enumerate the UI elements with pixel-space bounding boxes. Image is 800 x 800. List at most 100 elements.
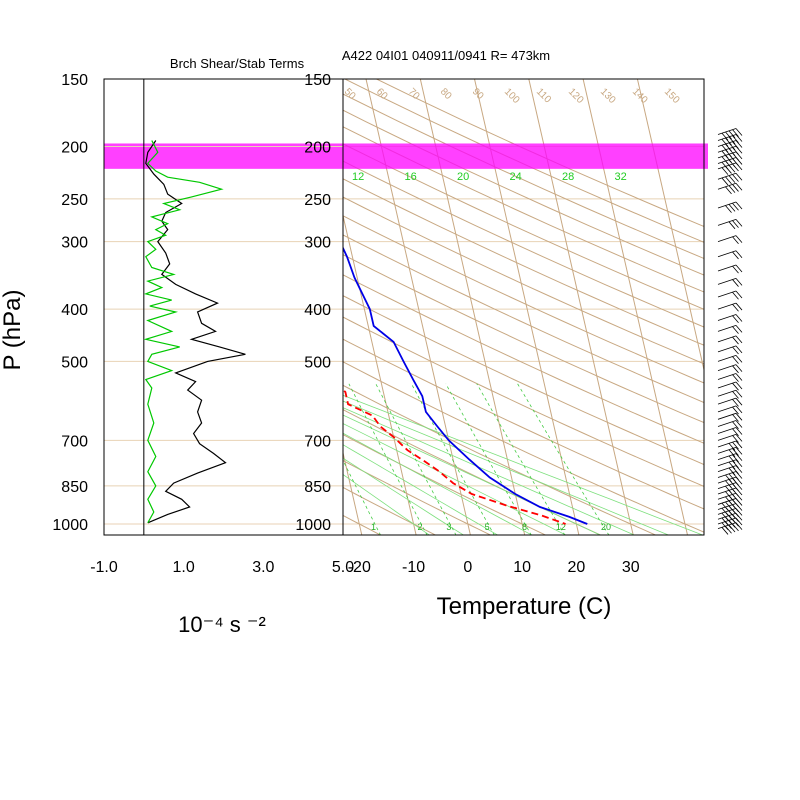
barb-staff <box>717 302 737 310</box>
barb-feather <box>732 220 739 228</box>
barb-staff <box>717 412 737 420</box>
moist-adiabat-line <box>343 444 499 535</box>
shear-stab-series <box>143 140 246 524</box>
barb-staff <box>717 453 737 461</box>
wind-barb <box>717 302 743 312</box>
x-tick-label: -10 <box>402 559 425 576</box>
mixing-ratio-label: 5 <box>485 522 490 532</box>
y-tick-label: 500 <box>304 354 331 371</box>
barb-feather <box>728 185 736 193</box>
wind-barb <box>717 381 743 391</box>
barb-staff <box>717 162 737 170</box>
y-tick-label: 1000 <box>52 517 88 534</box>
wind-barb <box>717 250 743 260</box>
isotherm-label: 100 <box>502 86 522 106</box>
isotherm-label: 120 <box>566 86 586 106</box>
barb-feather <box>732 135 739 144</box>
barb-staff <box>717 405 737 413</box>
barb-feather <box>725 137 732 146</box>
barb-feather <box>735 405 743 414</box>
barb-feather <box>735 162 743 171</box>
moist-adiabat-label: 28 <box>562 171 574 183</box>
x-tick-label: 1.0 <box>173 559 195 576</box>
barb-feather <box>732 421 739 429</box>
isotherm-line <box>37 63 148 547</box>
isotherm-label: 80 <box>438 86 454 102</box>
barb-feather <box>735 325 743 333</box>
barb-feather <box>735 219 743 227</box>
mixing-ratio-label: 20 <box>601 522 611 532</box>
barb-feather <box>735 493 743 501</box>
right-y-tick-labels: 150 200 250 300 400 500 700 850 1000 <box>295 72 331 534</box>
wind-barbs <box>717 128 743 535</box>
barb-staff <box>717 314 737 321</box>
barb-feather <box>735 420 743 428</box>
wind-barb <box>717 219 743 230</box>
barb-feather <box>735 355 743 363</box>
barb-feather <box>732 365 739 374</box>
barb-feather <box>732 174 739 182</box>
barb-feather <box>735 302 743 311</box>
barb-feather <box>735 146 743 154</box>
barb-feather <box>728 524 736 533</box>
moist-adiabat-label: 24 <box>510 171 522 183</box>
barb-feather <box>732 374 739 382</box>
isotherm-label: 140 <box>630 86 650 106</box>
barb-feather <box>735 487 743 496</box>
barb-staff <box>717 512 737 520</box>
mixing-ratio-lines: 1 2 3 5 8 12 20 <box>343 383 611 535</box>
wind-barb <box>717 162 743 175</box>
barb-feather <box>735 364 743 372</box>
barb-staff <box>717 476 737 484</box>
barb-staff <box>717 201 737 209</box>
wind-barb <box>717 277 743 287</box>
barb-staff <box>717 145 737 153</box>
wind-barb <box>717 182 743 195</box>
wind-barb <box>717 412 743 422</box>
barb-feather <box>732 336 739 345</box>
barb-staff <box>717 128 737 135</box>
y-tick-label: 150 <box>304 72 331 89</box>
barb-staff <box>717 427 737 434</box>
barb-feather <box>735 447 743 455</box>
left-y-tick-labels: 150 200 250 300 400 500 700 850 1000 <box>52 72 88 534</box>
barb-feather <box>735 134 743 142</box>
moist-adiabat-line <box>343 394 704 535</box>
barb-feather <box>728 175 736 183</box>
barb-feather <box>728 136 736 145</box>
y-tick-label: 300 <box>304 235 331 252</box>
dry-adiabats <box>343 79 704 535</box>
dry-adiabat-line <box>343 434 547 535</box>
barb-staff <box>717 433 737 441</box>
highlight-band-rect <box>343 143 708 169</box>
mixing-ratio-label: 12 <box>556 522 566 532</box>
dry-adiabat-line <box>343 338 704 510</box>
wind-barb <box>717 172 743 186</box>
barb-feather <box>735 465 743 473</box>
barb-staff <box>717 482 737 490</box>
left-x-axis-label: 10⁻⁴ s ⁻² <box>178 612 266 637</box>
moist-adiabats <box>343 394 704 535</box>
barb-feather <box>725 205 732 213</box>
sounding-series <box>343 246 588 525</box>
dry-adiabat-line <box>343 160 704 328</box>
moist-adiabat-line <box>343 423 567 535</box>
y-tick-label: 150 <box>61 72 88 89</box>
y-tick-label: 200 <box>304 139 331 156</box>
barb-feather <box>728 455 736 464</box>
barb-feather <box>735 413 743 421</box>
barb-feather <box>725 525 732 534</box>
barb-feather <box>732 163 739 172</box>
barb-feather <box>728 130 736 139</box>
barb-staff <box>717 498 737 505</box>
barb-feather <box>735 373 743 381</box>
isotherm-label: 130 <box>598 86 618 106</box>
moist-adiabat-label: 20 <box>457 171 469 183</box>
right-x-axis-label: Temperature (C) <box>437 593 612 620</box>
barb-staff <box>717 420 737 427</box>
barb-feather <box>735 314 743 322</box>
shear-stability-panel: 150 200 250 300 400 500 700 850 1000 -1.0 1.0 3.0 5… <box>0 56 354 637</box>
